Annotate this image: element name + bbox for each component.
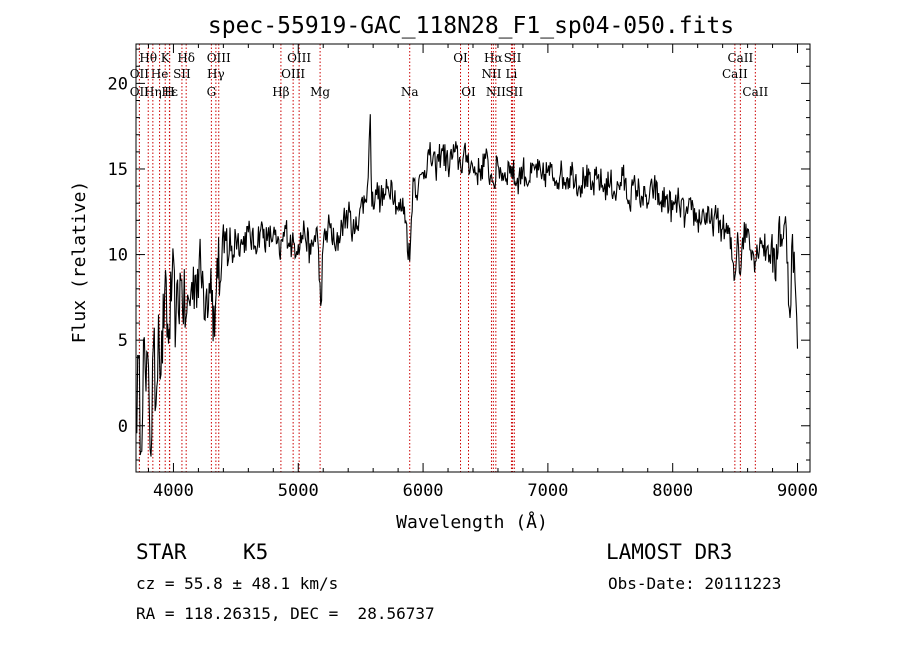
line-label-top: NII	[481, 67, 501, 81]
x-tick-label: 4000	[153, 481, 194, 501]
x-tick-label: 5000	[278, 481, 319, 501]
line-label-bottom: SII	[505, 85, 523, 99]
line-label-top: Hγ	[207, 67, 225, 81]
line-label-top: OIII	[207, 51, 231, 65]
line-label-bottom: Hε	[161, 85, 178, 99]
line-label-bottom: Hβ	[272, 85, 289, 99]
y-tick-label: 5	[118, 331, 128, 351]
x-tick-label: 7000	[527, 481, 568, 501]
line-label-top: He	[151, 67, 169, 81]
y-tick-label: 20	[108, 74, 128, 94]
y-tick-label: 0	[118, 417, 128, 437]
flux-series-line	[135, 114, 799, 457]
line-label-top: Hδ	[177, 51, 195, 65]
survey-label: LAMOST DR3	[606, 540, 733, 564]
line-label-bottom: NII	[486, 85, 506, 99]
obs-date: Obs-Date: 20111223	[608, 574, 782, 593]
chart-title: spec-55919-GAC_118N28_F1_sp04-050.fits	[208, 13, 734, 39]
x-tick-label: 9000	[777, 481, 818, 501]
cz-value: cz = 55.8 ± 48.1 km/s	[136, 574, 339, 593]
line-label-bottom: OII	[130, 85, 150, 99]
line-label-top: Hα	[484, 51, 503, 65]
line-label-top: OIII	[287, 51, 311, 65]
coordinates: RA = 118.26315, DEC = 28.56737	[136, 604, 435, 623]
line-label-top: Li	[506, 67, 518, 81]
y-tick-label: 10	[108, 246, 128, 266]
class-label: STAR	[136, 540, 187, 564]
line-label-top: SII	[504, 51, 522, 65]
line-label-top: CaII	[722, 67, 748, 81]
line-label-bottom: Na	[401, 85, 419, 99]
line-label-bottom: OI	[461, 85, 476, 99]
line-label-top: OIII	[281, 67, 305, 81]
x-axis-label: Wavelength (Å)	[396, 511, 548, 533]
subclass-label: K5	[243, 540, 269, 564]
axis-ticks: 4000 5000 6000 7000 8000 9000 0 5 10 15 20	[108, 44, 818, 501]
line-label-bottom: H	[164, 85, 174, 99]
line-label-top: K	[161, 51, 171, 65]
y-axis-label: Flux (relative)	[69, 181, 90, 344]
line-label-bottom: G	[207, 85, 217, 99]
line-label-bottom: Mg	[310, 85, 330, 99]
line-label-bottom: CaII	[742, 85, 768, 99]
line-label-top: CaII	[727, 51, 753, 65]
line-label-top: OI	[453, 51, 468, 65]
line-label-top: OII	[130, 67, 150, 81]
x-tick-label: 6000	[403, 481, 444, 501]
line-label-bottom: Hη	[144, 85, 162, 99]
y-tick-label: 15	[108, 160, 128, 180]
plot-frame	[135, 43, 811, 473]
x-tick-label: 8000	[652, 481, 693, 501]
line-label-top: SII	[173, 67, 191, 81]
line-label-top: Hθ	[139, 51, 157, 65]
